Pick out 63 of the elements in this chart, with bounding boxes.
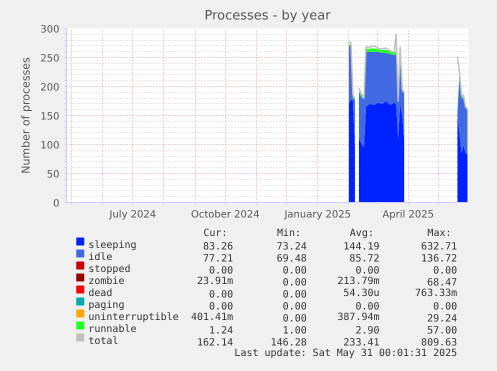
- text: 77.21: [203, 254, 234, 264]
- legend-label: sleeping: [88, 240, 137, 251]
- text: 809.63: [421, 338, 458, 348]
- legend-label: total: [88, 336, 118, 347]
- text: 1.24: [209, 326, 234, 336]
- text: 0.00: [355, 266, 380, 276]
- legend-label: runnable: [88, 324, 137, 335]
- y-tick-label: 200: [40, 82, 60, 94]
- y-axis-title: Number of processes: [19, 56, 32, 174]
- chart-title: Processes - by year: [204, 8, 332, 24]
- y-tick-label: 300: [40, 24, 60, 36]
- text: 146.28: [270, 338, 307, 348]
- text: 73.24: [276, 242, 307, 252]
- text: 0.00: [282, 290, 307, 300]
- text: 0.00: [282, 314, 307, 324]
- text: 0.00: [433, 266, 458, 276]
- text: 0.00: [209, 266, 234, 276]
- y-tick-label: 250: [40, 54, 60, 64]
- text: Last update: Sat May 31 00:01:31 2025: [234, 348, 458, 359]
- y-tick-label: 0: [53, 198, 60, 210]
- text: 632.71: [421, 242, 458, 252]
- text: 85.72: [349, 254, 380, 264]
- text: 54.30u: [343, 288, 380, 299]
- text: 2.90: [355, 326, 380, 336]
- text: 0.00: [282, 278, 307, 288]
- text: 83.26: [203, 242, 234, 252]
- text: 0.00: [433, 302, 458, 312]
- text: Avg:: [350, 228, 374, 239]
- legend-label: zombie: [88, 276, 124, 287]
- text: 387.94m: [337, 312, 380, 323]
- text: Min:: [276, 228, 302, 239]
- legend-label: idle: [88, 252, 112, 263]
- text: 401.41m: [190, 312, 234, 323]
- y-tick-label: 100: [40, 140, 60, 152]
- text: 1.00: [282, 326, 307, 336]
- text: 233.41: [343, 338, 380, 348]
- text: 23.91m: [197, 276, 234, 287]
- text: 0.00: [282, 266, 307, 276]
- legend-label: dead: [88, 288, 112, 299]
- text: Cur:: [203, 228, 228, 239]
- text: 69.48: [276, 254, 307, 264]
- y-tick-label: 150: [40, 112, 60, 122]
- x-tick-label: April 2025: [382, 210, 434, 220]
- text: 0.00: [282, 302, 307, 312]
- text: 162.14: [197, 338, 234, 348]
- legend-label: paging: [88, 300, 124, 311]
- text: 763.33m: [415, 288, 458, 299]
- text: 0.00: [209, 302, 234, 312]
- text: 57.00: [427, 326, 458, 336]
- text: 144.19: [343, 242, 380, 252]
- text: 0.00: [209, 290, 234, 300]
- legend-label: stopped: [88, 264, 130, 275]
- text: 68.47: [427, 278, 458, 288]
- legend-label: uninterruptible: [88, 312, 179, 323]
- x-tick-label: October 2024: [190, 210, 260, 220]
- x-tick-label: January 2025: [283, 210, 352, 220]
- text: 0.00: [355, 302, 380, 312]
- text: 136.72: [421, 254, 458, 264]
- text: Max:: [427, 228, 452, 239]
- text: 29.24: [427, 314, 458, 324]
- y-tick-label: 50: [46, 170, 60, 180]
- text: 213.79m: [337, 276, 380, 287]
- x-tick-label: July 2024: [108, 210, 156, 220]
